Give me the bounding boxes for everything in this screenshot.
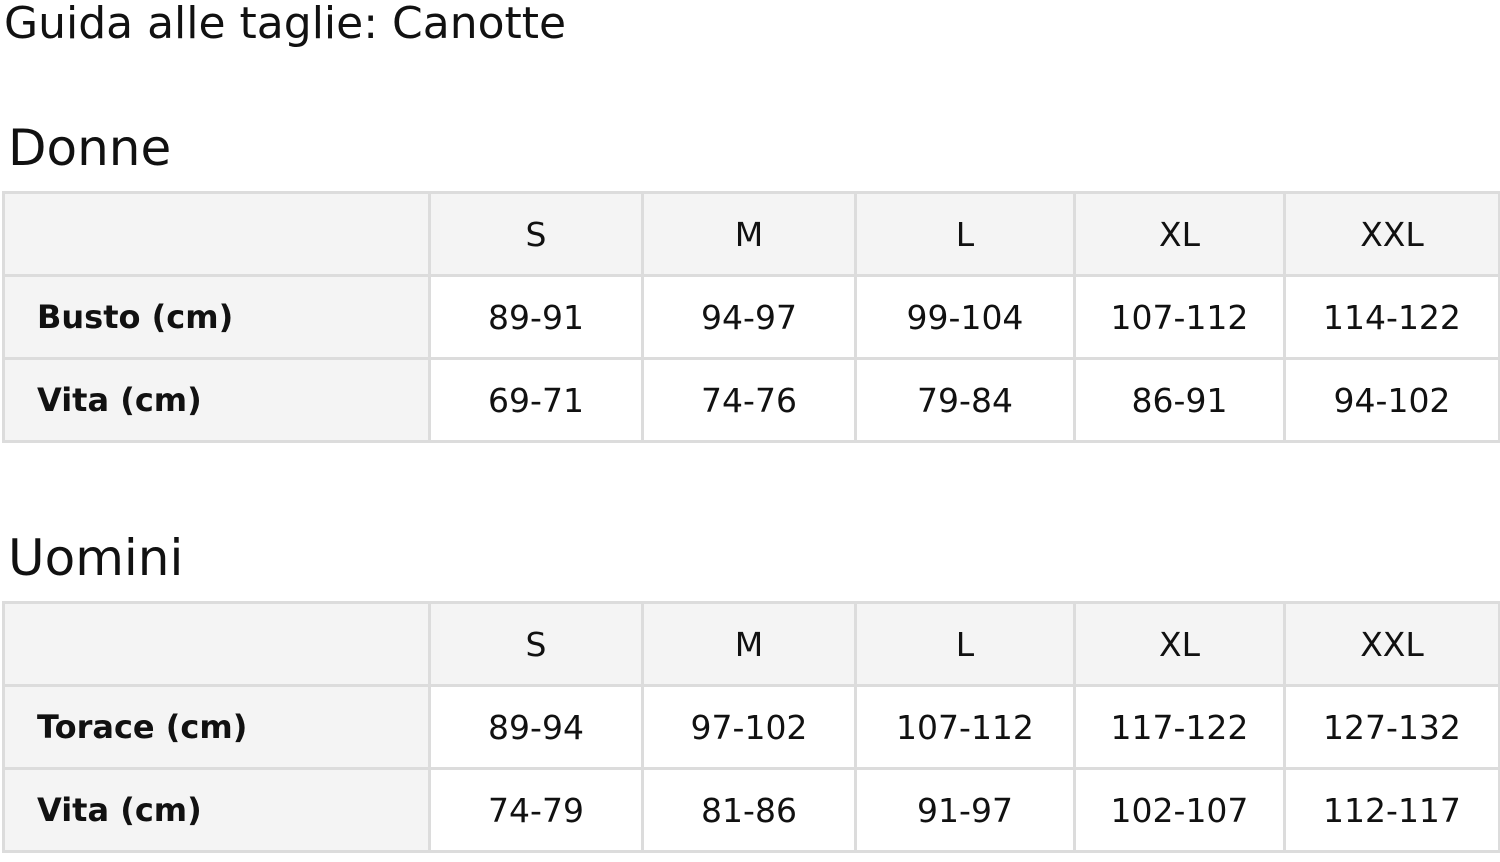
measurement-cell: 94-102	[1283, 357, 1500, 443]
measurement-cell: 69-71	[428, 357, 644, 443]
size-table-donne: S M L XL XXL Busto (cm) 89-91 94-97 99-104 107-11…	[2, 191, 1500, 443]
measurement-cell: 112-117	[1283, 767, 1500, 853]
measurement-cell: 117-122	[1073, 684, 1286, 770]
size-table-uomini: S M L XL XXL Torace (cm) 89-94 97-102 107-112 117…	[2, 601, 1500, 853]
table-row: Torace (cm) 89-94 97-102 107-112 117-122 127-…	[2, 684, 1500, 770]
measurement-cell: 86-91	[1073, 357, 1286, 443]
corner-cell	[2, 601, 431, 687]
table-row: Busto (cm) 89-91 94-97 99-104 107-112 114-122	[2, 274, 1500, 360]
table-row: Vita (cm) 74-79 81-86 91-97 102-107 112-117	[2, 767, 1500, 853]
header-row: S M L XL XXL	[2, 601, 1500, 687]
header-row: S M L XL XXL	[2, 191, 1500, 277]
measurement-cell: 89-91	[428, 274, 644, 360]
table-row: Vita (cm) 69-71 74-76 79-84 86-91 94-102	[2, 357, 1500, 443]
row-label: Vita (cm)	[2, 357, 431, 443]
page-title: Guida alle taglie: Canotte	[4, 0, 567, 49]
measurement-cell: 114-122	[1283, 274, 1500, 360]
measurement-cell: 74-79	[428, 767, 644, 853]
measurement-cell: 89-94	[428, 684, 644, 770]
measurement-cell: 79-84	[854, 357, 1076, 443]
size-header: XL	[1073, 601, 1286, 687]
measurement-cell: 107-112	[1073, 274, 1286, 360]
size-header: S	[428, 601, 644, 687]
measurement-cell: 107-112	[854, 684, 1076, 770]
size-header: L	[854, 601, 1076, 687]
row-label: Vita (cm)	[2, 767, 431, 853]
measurement-cell: 127-132	[1283, 684, 1500, 770]
size-header: XXL	[1283, 191, 1500, 277]
section-heading-uomini: Uomini	[8, 529, 184, 587]
size-header: XXL	[1283, 601, 1500, 687]
size-header: M	[641, 191, 857, 277]
corner-cell	[2, 191, 431, 277]
measurement-cell: 99-104	[854, 274, 1076, 360]
size-header: M	[641, 601, 857, 687]
row-label: Busto (cm)	[2, 274, 431, 360]
measurement-cell: 94-97	[641, 274, 857, 360]
section-heading-donne: Donne	[8, 119, 172, 177]
row-label: Torace (cm)	[2, 684, 431, 770]
measurement-cell: 97-102	[641, 684, 857, 770]
size-header: XL	[1073, 191, 1286, 277]
measurement-cell: 91-97	[854, 767, 1076, 853]
size-header: L	[854, 191, 1076, 277]
measurement-cell: 81-86	[641, 767, 857, 853]
size-header: S	[428, 191, 644, 277]
measurement-cell: 74-76	[641, 357, 857, 443]
measurement-cell: 102-107	[1073, 767, 1286, 853]
